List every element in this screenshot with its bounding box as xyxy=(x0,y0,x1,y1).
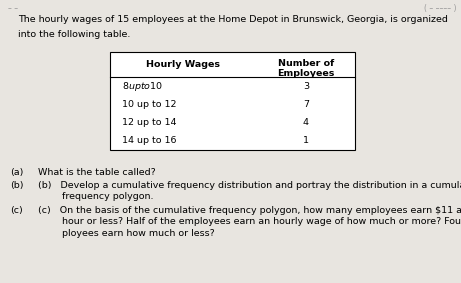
Text: into the following table.: into the following table. xyxy=(18,30,130,39)
Text: ( – –––– ): ( – –––– ) xyxy=(424,4,456,13)
Text: hour or less? Half of the employees earn an hourly wage of how much or more? Fou: hour or less? Half of the employees earn… xyxy=(38,217,461,226)
Text: (a): (a) xyxy=(10,168,24,177)
Text: $ 8 up to $10: $ 8 up to $10 xyxy=(122,80,163,93)
Text: Number of: Number of xyxy=(278,59,334,68)
Text: 1: 1 xyxy=(303,136,309,145)
Text: (c)   On the basis of the cumulative frequency polygon, how many employees earn : (c) On the basis of the cumulative frequ… xyxy=(38,206,461,215)
Text: (c): (c) xyxy=(10,206,23,215)
Text: 4: 4 xyxy=(303,118,309,127)
Bar xyxy=(110,52,355,150)
Text: 10 up to 12: 10 up to 12 xyxy=(122,100,177,109)
Text: What is the table called?: What is the table called? xyxy=(38,168,156,177)
Text: Hourly Wages: Hourly Wages xyxy=(147,60,220,69)
Text: 14 up to 16: 14 up to 16 xyxy=(122,136,177,145)
Text: ployees earn how much or less?: ployees earn how much or less? xyxy=(38,229,215,238)
Text: (b): (b) xyxy=(10,181,24,190)
Text: 12 up to 14: 12 up to 14 xyxy=(122,118,177,127)
Text: (b)   Develop a cumulative frequency distribution and portray the distribution i: (b) Develop a cumulative frequency distr… xyxy=(38,181,461,190)
Text: The hourly wages of 15 employees at the Home Depot in Brunswick, Georgia, is org: The hourly wages of 15 employees at the … xyxy=(18,15,448,24)
Text: – –: – – xyxy=(8,4,18,13)
Text: 7: 7 xyxy=(303,100,309,109)
Text: Employees: Employees xyxy=(278,69,335,78)
Text: 3: 3 xyxy=(303,82,309,91)
Text: frequency polygon.: frequency polygon. xyxy=(38,192,154,201)
